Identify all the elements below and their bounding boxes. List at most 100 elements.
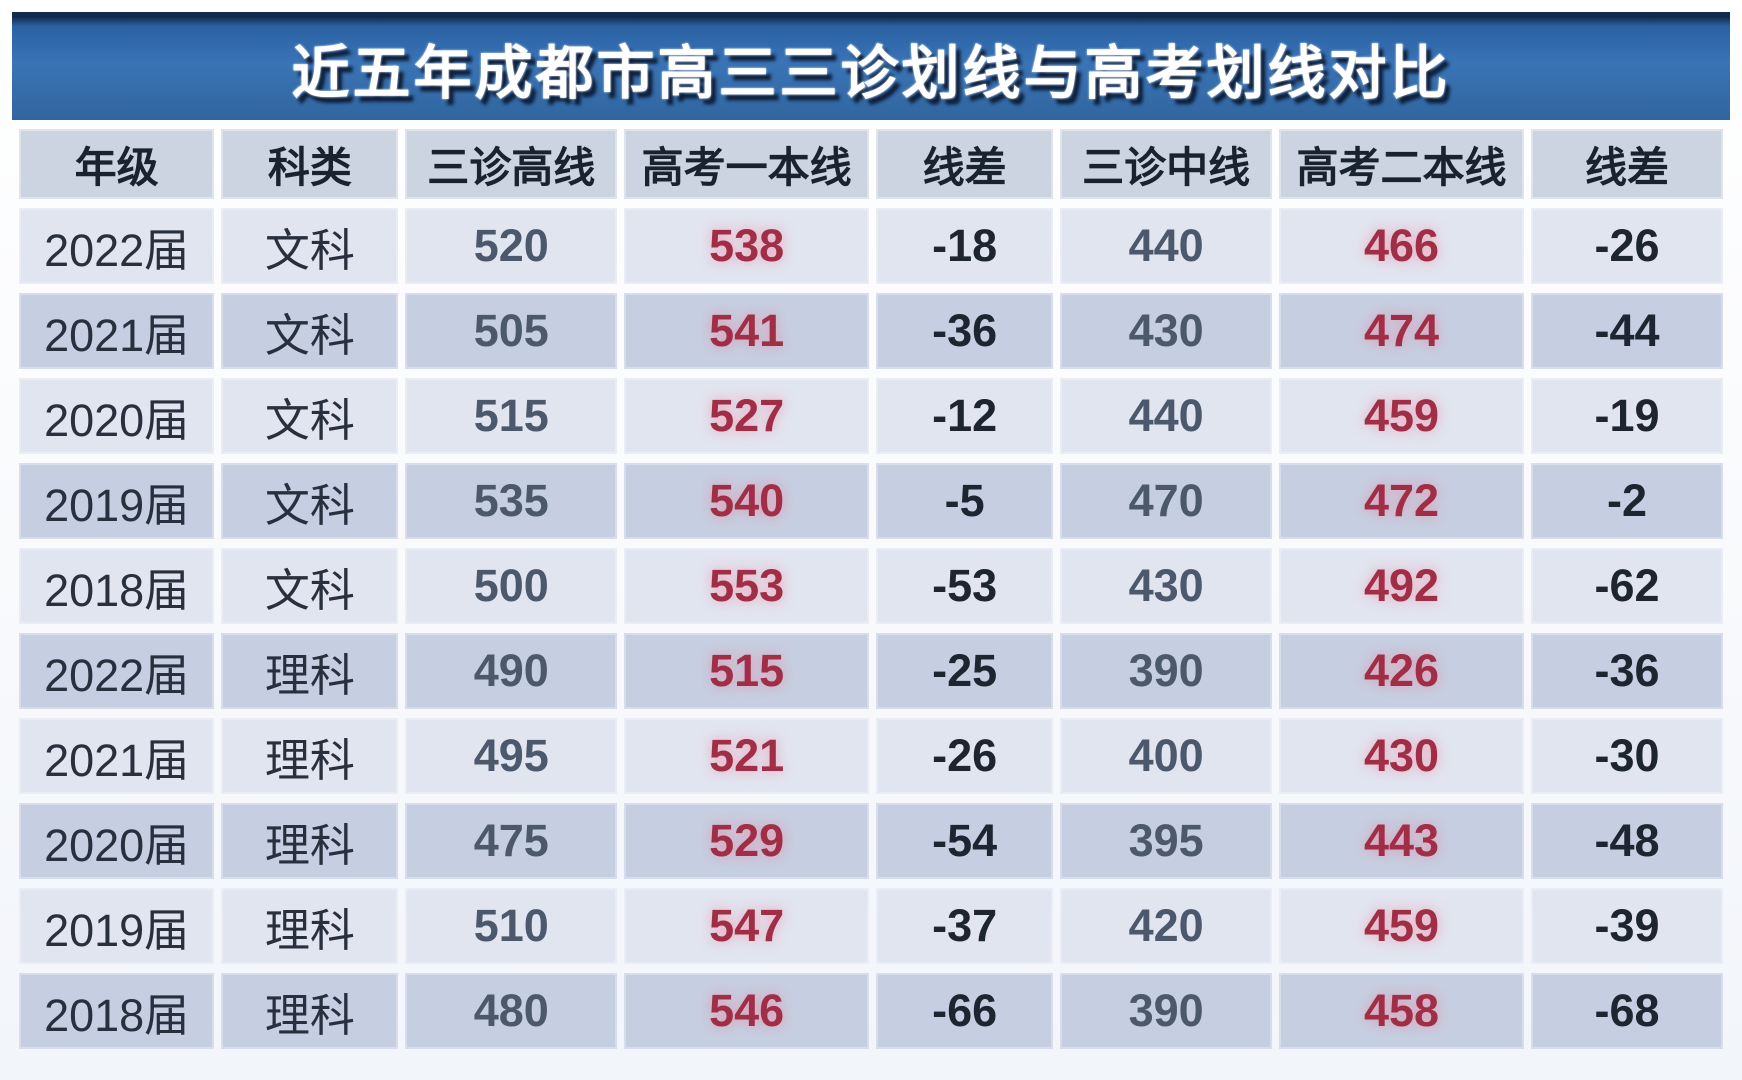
header-cell-line-diff-1: 线差: [876, 129, 1054, 199]
header-cell-sanzhen-mid-line: 三诊中线: [1060, 129, 1273, 199]
cell-line-diff-2: -48: [1530, 803, 1723, 879]
cell-gaokao-tier2-line: 459: [1279, 378, 1524, 454]
cell-grade: 2018届: [19, 973, 215, 1049]
cell-gaokao-tier1-line: 540: [624, 463, 870, 539]
cell-grade: 2022届: [19, 633, 215, 709]
cell-sanzhen-mid-line: 395: [1060, 803, 1273, 879]
cell-category: 文科: [221, 293, 399, 369]
cell-sanzhen-high-line: 480: [405, 973, 618, 1049]
cell-line-diff-1: -12: [876, 378, 1054, 454]
cell-gaokao-tier2-line: 472: [1279, 463, 1524, 539]
cell-gaokao-tier1-line: 553: [624, 548, 870, 624]
table-row: 2019届 理科 510 547 -37 420 459 -39: [19, 888, 1723, 964]
cell-sanzhen-mid-line: 430: [1060, 548, 1273, 624]
cell-line-diff-2: -62: [1530, 548, 1723, 624]
header-cell-gaokao-tier1-line: 高考一本线: [624, 129, 870, 199]
cell-category: 理科: [221, 888, 399, 964]
cell-line-diff-1: -53: [876, 548, 1054, 624]
cell-line-diff-2: -36: [1530, 633, 1723, 709]
cell-category: 文科: [221, 463, 399, 539]
cell-category: 文科: [221, 208, 399, 284]
cell-line-diff-1: -66: [876, 973, 1054, 1049]
cell-sanzhen-high-line: 500: [405, 548, 618, 624]
cell-gaokao-tier2-line: 430: [1279, 718, 1524, 794]
table-row: 2020届 文科 515 527 -12 440 459 -19: [19, 378, 1723, 454]
cell-category: 文科: [221, 378, 399, 454]
cell-sanzhen-high-line: 475: [405, 803, 618, 879]
score-comparison-table: 年级 科类 三诊高线 高考一本线 线差 三诊中线 高考二本线 线差 2022届 …: [12, 120, 1730, 1058]
cell-line-diff-2: -44: [1530, 293, 1723, 369]
cell-grade: 2021届: [19, 293, 215, 369]
cell-grade: 2020届: [19, 803, 215, 879]
title-banner: 近五年成都市高三三诊划线与高考划线对比: [12, 12, 1730, 120]
cell-gaokao-tier2-line: 492: [1279, 548, 1524, 624]
cell-category: 理科: [221, 973, 399, 1049]
cell-category: 理科: [221, 718, 399, 794]
cell-sanzhen-high-line: 505: [405, 293, 618, 369]
cell-grade: 2021届: [19, 718, 215, 794]
cell-gaokao-tier1-line: 527: [624, 378, 870, 454]
cell-sanzhen-high-line: 490: [405, 633, 618, 709]
cell-gaokao-tier1-line: 547: [624, 888, 870, 964]
header-cell-sanzhen-high-line: 三诊高线: [405, 129, 618, 199]
cell-sanzhen-mid-line: 400: [1060, 718, 1273, 794]
cell-line-diff-1: -37: [876, 888, 1054, 964]
cell-sanzhen-mid-line: 420: [1060, 888, 1273, 964]
cell-line-diff-1: -54: [876, 803, 1054, 879]
cell-line-diff-2: -26: [1530, 208, 1723, 284]
cell-grade: 2020届: [19, 378, 215, 454]
cell-line-diff-1: -25: [876, 633, 1054, 709]
cell-category: 文科: [221, 548, 399, 624]
cell-sanzhen-mid-line: 390: [1060, 633, 1273, 709]
cell-line-diff-1: -18: [876, 208, 1054, 284]
header-cell-category: 科类: [221, 129, 399, 199]
table-row: 2019届 文科 535 540 -5 470 472 -2: [19, 463, 1723, 539]
cell-gaokao-tier2-line: 459: [1279, 888, 1524, 964]
cell-gaokao-tier1-line: 521: [624, 718, 870, 794]
table-row: 2022届 文科 520 538 -18 440 466 -26: [19, 208, 1723, 284]
cell-sanzhen-high-line: 515: [405, 378, 618, 454]
cell-grade: 2018届: [19, 548, 215, 624]
table-row: 2022届 理科 490 515 -25 390 426 -36: [19, 633, 1723, 709]
cell-sanzhen-high-line: 520: [405, 208, 618, 284]
header-cell-grade: 年级: [19, 129, 215, 199]
cell-line-diff-2: -30: [1530, 718, 1723, 794]
cell-grade: 2019届: [19, 463, 215, 539]
cell-gaokao-tier2-line: 466: [1279, 208, 1524, 284]
cell-sanzhen-high-line: 510: [405, 888, 618, 964]
cell-gaokao-tier2-line: 443: [1279, 803, 1524, 879]
cell-sanzhen-mid-line: 440: [1060, 378, 1273, 454]
cell-gaokao-tier1-line: 541: [624, 293, 870, 369]
cell-line-diff-1: -36: [876, 293, 1054, 369]
cell-grade: 2019届: [19, 888, 215, 964]
cell-gaokao-tier2-line: 458: [1279, 973, 1524, 1049]
page-title: 近五年成都市高三三诊划线与高考划线对比: [291, 41, 1451, 106]
table-row: 2021届 理科 495 521 -26 400 430 -30: [19, 718, 1723, 794]
cell-sanzhen-mid-line: 430: [1060, 293, 1273, 369]
cell-grade: 2022届: [19, 208, 215, 284]
cell-line-diff-1: -26: [876, 718, 1054, 794]
cell-sanzhen-high-line: 535: [405, 463, 618, 539]
cell-line-diff-2: -2: [1530, 463, 1723, 539]
table-row: 2021届 文科 505 541 -36 430 474 -44: [19, 293, 1723, 369]
cell-line-diff-1: -5: [876, 463, 1054, 539]
table-row: 2020届 理科 475 529 -54 395 443 -48: [19, 803, 1723, 879]
cell-gaokao-tier1-line: 538: [624, 208, 870, 284]
cell-sanzhen-mid-line: 440: [1060, 208, 1273, 284]
header-cell-line-diff-2: 线差: [1530, 129, 1723, 199]
cell-sanzhen-mid-line: 390: [1060, 973, 1273, 1049]
cell-gaokao-tier1-line: 529: [624, 803, 870, 879]
cell-sanzhen-high-line: 495: [405, 718, 618, 794]
cell-sanzhen-mid-line: 470: [1060, 463, 1273, 539]
cell-gaokao-tier1-line: 546: [624, 973, 870, 1049]
cell-gaokao-tier2-line: 426: [1279, 633, 1524, 709]
table-row: 2018届 文科 500 553 -53 430 492 -62: [19, 548, 1723, 624]
cell-gaokao-tier2-line: 474: [1279, 293, 1524, 369]
cell-line-diff-2: -68: [1530, 973, 1723, 1049]
cell-line-diff-2: -39: [1530, 888, 1723, 964]
cell-gaokao-tier1-line: 515: [624, 633, 870, 709]
cell-category: 理科: [221, 633, 399, 709]
cell-category: 理科: [221, 803, 399, 879]
header-cell-gaokao-tier2-line: 高考二本线: [1279, 129, 1524, 199]
